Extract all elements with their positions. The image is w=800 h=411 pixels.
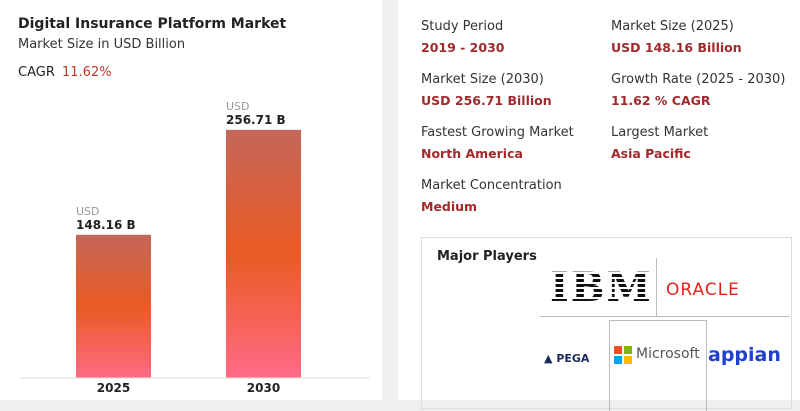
info-value: USD 148.16 Billion xyxy=(611,40,742,55)
info-label: Study Period xyxy=(421,19,504,34)
unit-label: USD xyxy=(76,205,100,218)
info-value: USD 256.71 Billion xyxy=(421,93,552,108)
divider xyxy=(656,258,657,316)
info-card: Major Players IBM ORACLE ▲ PEGA Microsof… xyxy=(398,0,800,411)
chart-subtitle: Market Size in USD Billion xyxy=(18,37,185,52)
logo-appian: appian xyxy=(708,344,781,366)
info-value: Asia Pacific xyxy=(611,146,691,161)
chart-title: Digital Insurance Platform Market xyxy=(18,16,287,32)
info-label: Market Concentration xyxy=(421,178,562,193)
chart: Digital Insurance Platform Market Market… xyxy=(18,16,370,395)
info-label: Fastest Growing Market xyxy=(421,125,574,140)
info-label: Market Size (2025) xyxy=(611,19,734,34)
logo-oracle: ORACLE xyxy=(666,280,740,300)
players-title: Major Players xyxy=(437,249,537,264)
logo-pega: ▲ PEGA xyxy=(544,352,590,365)
ms-icon xyxy=(614,346,632,364)
major-players: Major Players IBM ORACLE ▲ PEGA Microsof… xyxy=(421,237,792,411)
value-label: 148.16 B xyxy=(76,218,136,232)
info-value: Medium xyxy=(421,199,478,214)
cagr-value: 11.62% xyxy=(62,65,112,80)
microsoft-box xyxy=(609,320,707,411)
info-label: Market Size (2030) xyxy=(421,72,544,87)
value-label: 256.71 B xyxy=(226,113,286,127)
info-label: Largest Market xyxy=(611,125,709,140)
unit-label: USD xyxy=(226,100,250,113)
info-value: North America xyxy=(421,146,523,161)
chart-card: Digital Insurance Platform Market Market… xyxy=(0,0,382,400)
cagr-label: CAGR xyxy=(18,65,55,80)
x-tick-label: 2030 xyxy=(247,381,280,395)
bar xyxy=(76,234,151,378)
info-value: 2019 - 2030 xyxy=(421,40,505,55)
pega-text: PEGA xyxy=(556,352,590,365)
bar xyxy=(226,129,301,378)
info-value: 11.62 % CAGR xyxy=(611,93,711,108)
x-tick-label: 2025 xyxy=(97,381,130,395)
logo-microsoft: Microsoft xyxy=(636,346,700,362)
divider xyxy=(540,316,790,317)
info-label: Growth Rate (2025 - 2030) xyxy=(611,72,786,87)
logo-ibm: IBM xyxy=(550,264,653,311)
